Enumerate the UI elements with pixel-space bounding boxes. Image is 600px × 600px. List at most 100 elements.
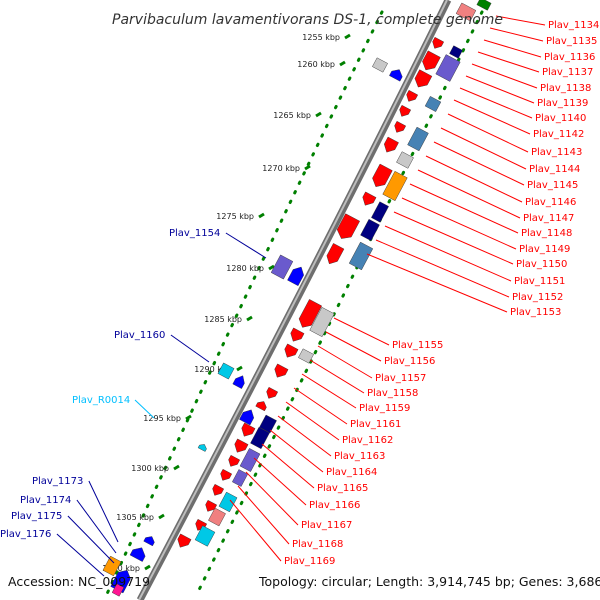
gene-label[interactable]: Plav_1140 <box>535 113 586 124</box>
leader-line <box>325 331 382 362</box>
gene-arrow <box>287 266 304 287</box>
leader-line <box>433 141 525 186</box>
gene-label[interactable]: Plav_1158 <box>367 388 418 399</box>
gene-arrow <box>129 547 146 562</box>
leader-line <box>245 471 299 526</box>
leader-line <box>453 99 531 135</box>
gene-label[interactable]: Plav_1157 <box>375 373 426 384</box>
gene-arrow <box>362 191 377 206</box>
leader-line <box>88 480 119 543</box>
leader-line <box>269 429 324 473</box>
gene-feature <box>309 306 335 338</box>
leader-line <box>225 232 267 259</box>
gene-arrow <box>232 375 245 389</box>
gene-label[interactable]: Plav_1173 <box>32 476 83 487</box>
tick-mark <box>304 164 311 171</box>
leader-line <box>483 39 542 58</box>
gene-label[interactable]: Plav_1138 <box>540 83 591 94</box>
tick-label: 1285 kbp <box>204 315 242 324</box>
gene-arrow <box>326 243 345 265</box>
tick-mark <box>144 564 151 571</box>
gene-feature <box>435 54 461 82</box>
gene-label[interactable]: Plav_1151 <box>514 276 565 287</box>
gene-arrow <box>372 163 393 187</box>
gene-arrow <box>212 483 225 496</box>
gene-label[interactable]: Plav_1175 <box>11 511 62 522</box>
gene-label[interactable]: Plav_1147 <box>523 213 574 224</box>
genome-title: Parvibaculum lavamentivorans DS-1, compl… <box>112 12 503 28</box>
gene-feature <box>232 469 248 487</box>
tick-mark <box>185 414 192 421</box>
leader-line <box>67 515 115 564</box>
gene-arrow <box>414 69 433 88</box>
gene-label[interactable]: Plav_1154 <box>169 228 220 239</box>
gene-feature <box>270 254 294 280</box>
tick-label: 1300 kbp <box>131 464 169 473</box>
label-leader-lines <box>56 15 546 577</box>
leader-line <box>285 401 340 441</box>
gene-label[interactable]: Plav_1162 <box>342 435 393 446</box>
gene-label[interactable]: Plav_1144 <box>529 164 580 175</box>
gene-label[interactable]: Plav_1155 <box>392 340 443 351</box>
leader-line <box>366 253 508 313</box>
leader-line <box>465 75 535 104</box>
tick-mark <box>158 513 165 520</box>
gene-label[interactable]: Plav_1161 <box>350 419 401 430</box>
leader-line <box>459 87 533 119</box>
gene-label[interactable]: Plav_1169 <box>284 556 335 567</box>
gene-feature <box>208 507 226 527</box>
leader-line <box>134 399 155 419</box>
leader-line <box>393 211 514 265</box>
genome-backbone-highlight <box>138 0 448 600</box>
gene-label[interactable]: Plav_1150 <box>516 259 567 270</box>
gene-label[interactable]: Plav_1143 <box>531 147 582 158</box>
gene-label[interactable]: Plav_1135 <box>546 36 597 47</box>
gene-arrow <box>394 120 407 133</box>
gene-label[interactable]: Plav_1152 <box>512 292 563 303</box>
tick-label: 1290 kbp <box>194 365 232 374</box>
leader-line <box>384 225 512 282</box>
gene-label[interactable]: Plav_1165 <box>317 483 368 494</box>
gene-arrow <box>239 409 254 426</box>
gene-label[interactable]: Plav_1139 <box>537 98 588 109</box>
gene-label[interactable]: Plav_1159 <box>359 403 410 414</box>
gene-arrow <box>284 343 299 358</box>
gene-layer <box>102 0 492 597</box>
tick-mark <box>173 464 180 471</box>
gene-arrow <box>220 468 233 481</box>
gene-label[interactable]: Plav_1149 <box>519 244 570 255</box>
gene-label[interactable]: Plav_R0014 <box>72 395 130 406</box>
gene-label[interactable]: Plav_1134 <box>548 20 599 31</box>
leader-line <box>253 457 307 506</box>
leader-line <box>309 359 365 394</box>
tick-label: 1265 kbp <box>273 111 311 120</box>
leader-line <box>447 113 529 153</box>
tick-mark <box>258 212 265 219</box>
gene-label[interactable]: Plav_1167 <box>301 520 352 531</box>
gene-label[interactable]: Plav_1166 <box>309 500 360 511</box>
gene-feature <box>371 201 389 223</box>
tick-label: 1255 kbp <box>302 33 340 42</box>
gene-label[interactable]: Plav_1174 <box>20 495 71 506</box>
gene-label[interactable]: Plav_1160 <box>114 330 165 341</box>
gene-label[interactable]: Plav_1137 <box>542 67 593 78</box>
gene-label[interactable]: Plav_1164 <box>326 467 377 478</box>
inner-dotted-ring <box>104 10 384 598</box>
gene-arrow <box>290 327 305 342</box>
gene-label[interactable]: Plav_1168 <box>292 539 343 550</box>
gene-arrow <box>197 444 207 452</box>
gene-feature <box>396 151 414 169</box>
gene-label[interactable]: Plav_1153 <box>510 307 561 318</box>
gene-label[interactable]: Plav_1176 <box>0 529 51 540</box>
gene-label[interactable]: Plav_1142 <box>533 129 584 140</box>
gene-label[interactable]: Plav_1146 <box>525 197 576 208</box>
gene-label[interactable]: Plav_1148 <box>521 228 572 239</box>
leader-line <box>375 239 510 298</box>
gene-label[interactable]: Plav_1163 <box>334 451 385 462</box>
gene-feature <box>298 348 314 364</box>
gene-label[interactable]: Plav_1156 <box>384 356 435 367</box>
gene-label[interactable]: Plav_1136 <box>544 52 595 63</box>
gene-feature <box>194 525 216 547</box>
gene-label[interactable]: Plav_1145 <box>527 180 578 191</box>
